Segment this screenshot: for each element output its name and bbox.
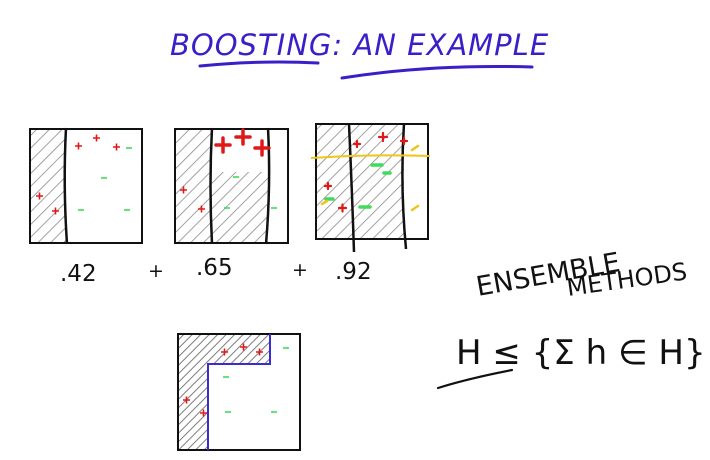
- weights-row: .42 + .65 + .92: [60, 255, 372, 287]
- weight-2: .65: [196, 255, 233, 281]
- panel-3-boundary-a: [347, 123, 356, 253]
- panel-2-frame: [174, 128, 289, 244]
- panel-3-yellow-marks: [320, 144, 420, 212]
- title-text: BOOSTING: AN EXAMPLE: [170, 28, 549, 62]
- title-underline-right: [340, 64, 534, 80]
- formula-text: H ≤ {Σ h ∈ H}: [456, 333, 706, 373]
- panel-3-frame: [315, 123, 429, 240]
- combined-shaded-left: [178, 334, 208, 450]
- weight-3: .92: [335, 259, 372, 285]
- ensemble-label: ENSEMBLE METHODS: [474, 247, 689, 303]
- panel-2-negative-points: [224, 176, 277, 209]
- panel-2-shaded-region-mid: [212, 172, 268, 243]
- combined-classifier-panel: [177, 333, 301, 451]
- panel-3-yellow-line: [310, 154, 431, 159]
- combined-frame: [177, 333, 301, 451]
- formula-underline: [436, 368, 514, 390]
- panel-2-positive-points-large: [214, 128, 271, 157]
- panel-1-positive-points: [36, 134, 120, 215]
- panel-1-frame: [29, 128, 143, 244]
- panel-2-boundary-b: [264, 127, 271, 245]
- classifier-panel-1: [29, 127, 143, 245]
- panel-3-negative-points: [324, 163, 392, 209]
- panel-1-shaded-region: [30, 129, 66, 243]
- plus-sign-1: +: [148, 260, 164, 282]
- combined-boundary: [207, 334, 271, 450]
- weight-1: .42: [60, 261, 97, 287]
- panel-2-positive-points-small: [180, 186, 205, 213]
- title-underline-left: [198, 60, 320, 68]
- panel-2-shaded-region-left: [175, 129, 212, 243]
- panel-3-shaded-region-left: [316, 124, 349, 239]
- panel-2-boundary-a: [209, 127, 214, 245]
- classifier-panel-3: [310, 123, 431, 253]
- panel-1-boundary: [63, 127, 69, 245]
- combined-shaded-top: [208, 334, 270, 364]
- panel-3-positive-points: [323, 131, 409, 213]
- panel-1-negative-points: [78, 147, 132, 211]
- plus-sign-2: +: [292, 259, 308, 281]
- classifier-panel-2: [174, 127, 289, 245]
- title-group: BOOSTING: AN EXAMPLE: [170, 28, 549, 80]
- combined-positive-points: [183, 343, 263, 417]
- combined-negative-points: [223, 347, 289, 413]
- ensemble-formula: H ≤ {Σ h ∈ H}: [436, 333, 706, 390]
